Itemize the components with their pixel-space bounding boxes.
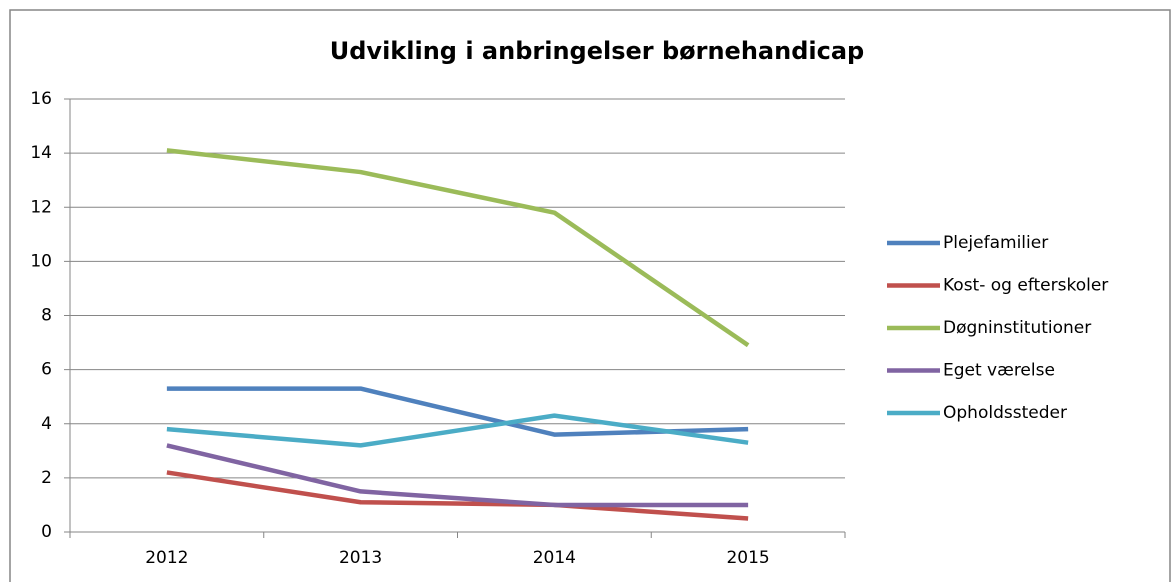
legend-label: Opholdssteder — [943, 403, 1067, 423]
y-tick-label: 16 — [30, 89, 52, 109]
series-line — [166, 470, 749, 521]
series-line — [166, 443, 749, 508]
legend-label: Kost- og efterskoler — [943, 276, 1108, 296]
x-tick-label: 2012 — [145, 548, 188, 568]
y-tick-label: 6 — [41, 360, 52, 380]
series-line — [166, 386, 749, 437]
x-tick-label: 2013 — [339, 548, 382, 568]
y-tick-label: 8 — [41, 306, 52, 326]
y-tick-label: 0 — [41, 522, 52, 542]
legend-label: Eget værelse — [943, 361, 1055, 381]
x-tick-label: 2014 — [533, 548, 576, 568]
legend-label: Plejefamilier — [943, 233, 1048, 253]
series-line — [166, 148, 750, 348]
y-tick-label: 14 — [30, 143, 52, 163]
series-line — [166, 413, 749, 448]
y-tick-label: 10 — [30, 251, 52, 271]
chart-frame — [9, 9, 1171, 586]
y-tick-label: 4 — [41, 414, 52, 434]
legend-label: Døgninstitutioner — [943, 318, 1091, 338]
chart-title: Udvikling i anbringelser børnehandicap — [330, 37, 864, 65]
x-tick-label: 2015 — [726, 548, 769, 568]
y-tick-label: 12 — [30, 197, 52, 217]
y-tick-label: 2 — [41, 468, 52, 488]
